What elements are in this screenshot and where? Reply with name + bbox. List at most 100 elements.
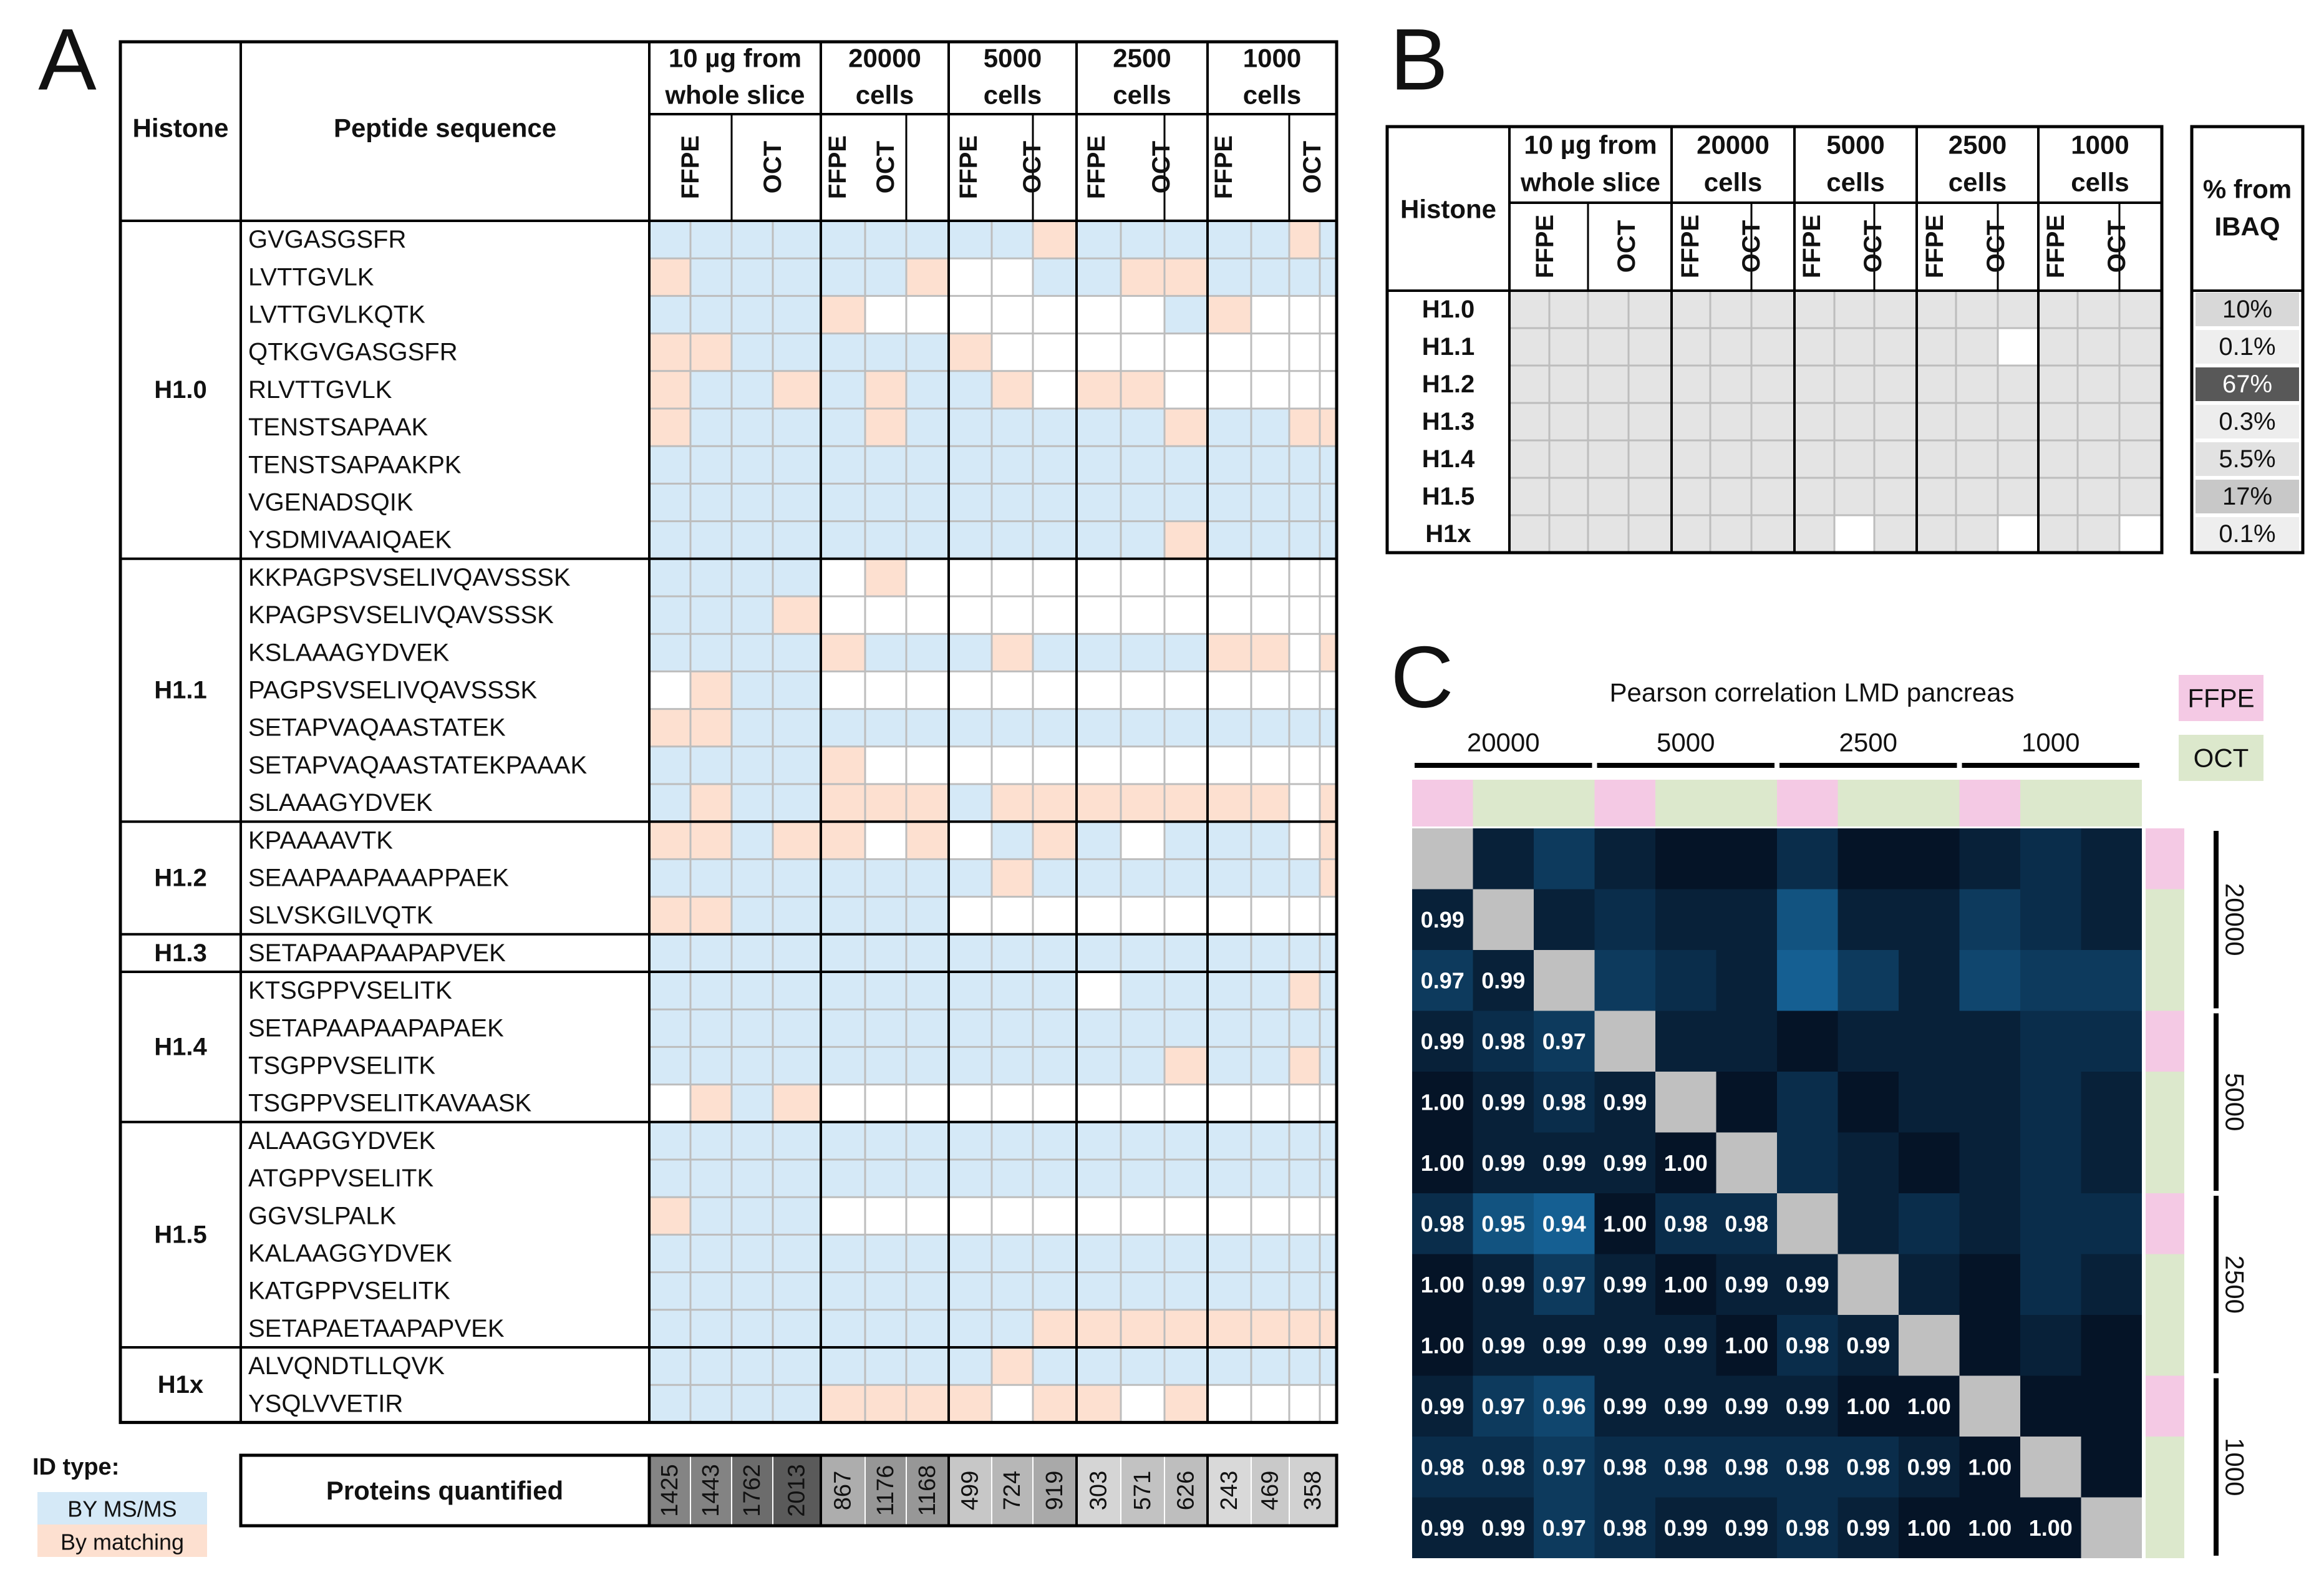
protein-count: 1168: [914, 1465, 941, 1516]
id-cell: [949, 1047, 992, 1085]
correlation-cell: [1716, 1315, 1777, 1376]
presence-cell: [1629, 403, 1672, 440]
peptide-sequence: SETAPAAPAAPAPVEK: [248, 939, 506, 967]
id-cell: [690, 1047, 732, 1085]
id-cell: [1077, 371, 1121, 409]
id-cell: [992, 1009, 1033, 1047]
id-cell: [821, 822, 865, 860]
id-cell: [732, 558, 773, 596]
peptide-sequence: GGVSLPALK: [248, 1202, 396, 1229]
correlation-cell: [1959, 1072, 2020, 1133]
id-cell: [1208, 258, 1251, 296]
correlation-cell: [1594, 950, 1655, 1011]
ffpe-label: FFPE: [1210, 135, 1237, 199]
correlation-value: 0.99: [1664, 1394, 1708, 1419]
id-cell: [949, 521, 992, 559]
id-cell: [1289, 1047, 1320, 1085]
protein-count-cell: [991, 1455, 1034, 1526]
correlation-value: 1.00: [1664, 1150, 1708, 1176]
id-cell: [1208, 1309, 1251, 1347]
id-cell: [1289, 258, 1320, 296]
correlation-cell: [1594, 1315, 1655, 1376]
oct-label: OCT: [872, 141, 899, 193]
correlation-cell: [1412, 1254, 1473, 1315]
ibaq-value: 67%: [2222, 371, 2272, 398]
id-cell: [690, 934, 732, 972]
panel-label-a: A: [38, 11, 97, 109]
presence-cell: [2038, 515, 2078, 553]
id-cell: [949, 371, 992, 409]
protein-count: 867: [830, 1471, 856, 1510]
id-cell: [1077, 1047, 1121, 1085]
group-header: whole slice: [664, 80, 805, 110]
correlation-value: 0.99: [1846, 1515, 1890, 1541]
id-cell: [821, 1047, 865, 1085]
id-cell: [865, 1122, 906, 1160]
correlation-cell: [1959, 1254, 2020, 1315]
id-cell: [1121, 634, 1164, 672]
correlation-cell: [1899, 1072, 1960, 1133]
histone-label: H1x: [158, 1371, 203, 1398]
peptide-sequence: YSQLVVETIR: [248, 1390, 403, 1417]
id-cell: [1121, 258, 1164, 296]
id-cell: [1121, 409, 1164, 447]
presence-cell: [1509, 366, 1549, 403]
id-cell: [690, 296, 732, 334]
correlation-cell: [1473, 1072, 1534, 1133]
id-cell: [1033, 258, 1077, 296]
panel-label-c: C: [1390, 628, 1453, 726]
id-cell: [1289, 934, 1320, 972]
id-cell: [1164, 634, 1208, 672]
correlation-cell: [1655, 1437, 1716, 1498]
id-cell: [773, 896, 821, 934]
id-cell: [821, 1122, 865, 1160]
id-cell: [865, 1347, 906, 1385]
id-cell: [1164, 859, 1208, 897]
presence-cell: [1549, 366, 1588, 403]
id-cell: [906, 1160, 949, 1198]
id-cell: [1077, 483, 1121, 521]
correlation-cell: [1837, 889, 1899, 950]
correlation-cell: [1777, 1011, 1838, 1072]
id-cell: [649, 1197, 690, 1235]
id-cell: [1320, 1009, 1337, 1047]
row-group-label: 1000: [2220, 1438, 2250, 1496]
id-cell: [1164, 221, 1208, 259]
id-cell: [1164, 1385, 1208, 1423]
group-header: cells: [856, 80, 914, 110]
id-cell: [773, 822, 821, 860]
id-cell: [1164, 1009, 1208, 1047]
panel-b-frame: [1385, 125, 2164, 555]
protein-count: 626: [1173, 1471, 1199, 1510]
group-header: whole slice: [1520, 168, 1660, 197]
histone-label: H1.2: [154, 865, 207, 892]
sample-type-strip-top: [1534, 780, 1595, 826]
id-cell: [906, 1122, 949, 1160]
id-cell: [992, 709, 1033, 747]
correlation-cell: [1534, 1437, 1595, 1498]
presence-cell: [1998, 291, 2038, 328]
protein-count: 1176: [873, 1465, 899, 1516]
id-cell: [773, 596, 821, 634]
id-cell: [1320, 221, 1337, 259]
id-cell: [1251, 1234, 1289, 1272]
correlation-cell: [1716, 1497, 1777, 1558]
id-cell: [1320, 1309, 1337, 1347]
oct-label: OCT: [1613, 220, 1640, 273]
id-cell: [949, 972, 992, 1010]
id-cell: [1077, 409, 1121, 447]
oct-label: OCT: [1019, 141, 1046, 193]
peptide-sequence: KPAAAAVTK: [248, 826, 393, 854]
id-cell: [690, 896, 732, 934]
id-cell: [906, 409, 949, 447]
histone-label: H1.5: [1422, 483, 1475, 510]
id-cell: [732, 1047, 773, 1085]
presence-cell: [1917, 366, 1956, 403]
group-header: cells: [1704, 168, 1762, 197]
correlation-value: 0.98: [1542, 1089, 1586, 1115]
id-cell: [1033, 446, 1077, 484]
id-cell: [992, 446, 1033, 484]
correlation-cell: [2020, 828, 2081, 889]
correlation-value: 0.95: [1481, 1211, 1525, 1236]
id-cell: [992, 634, 1033, 672]
